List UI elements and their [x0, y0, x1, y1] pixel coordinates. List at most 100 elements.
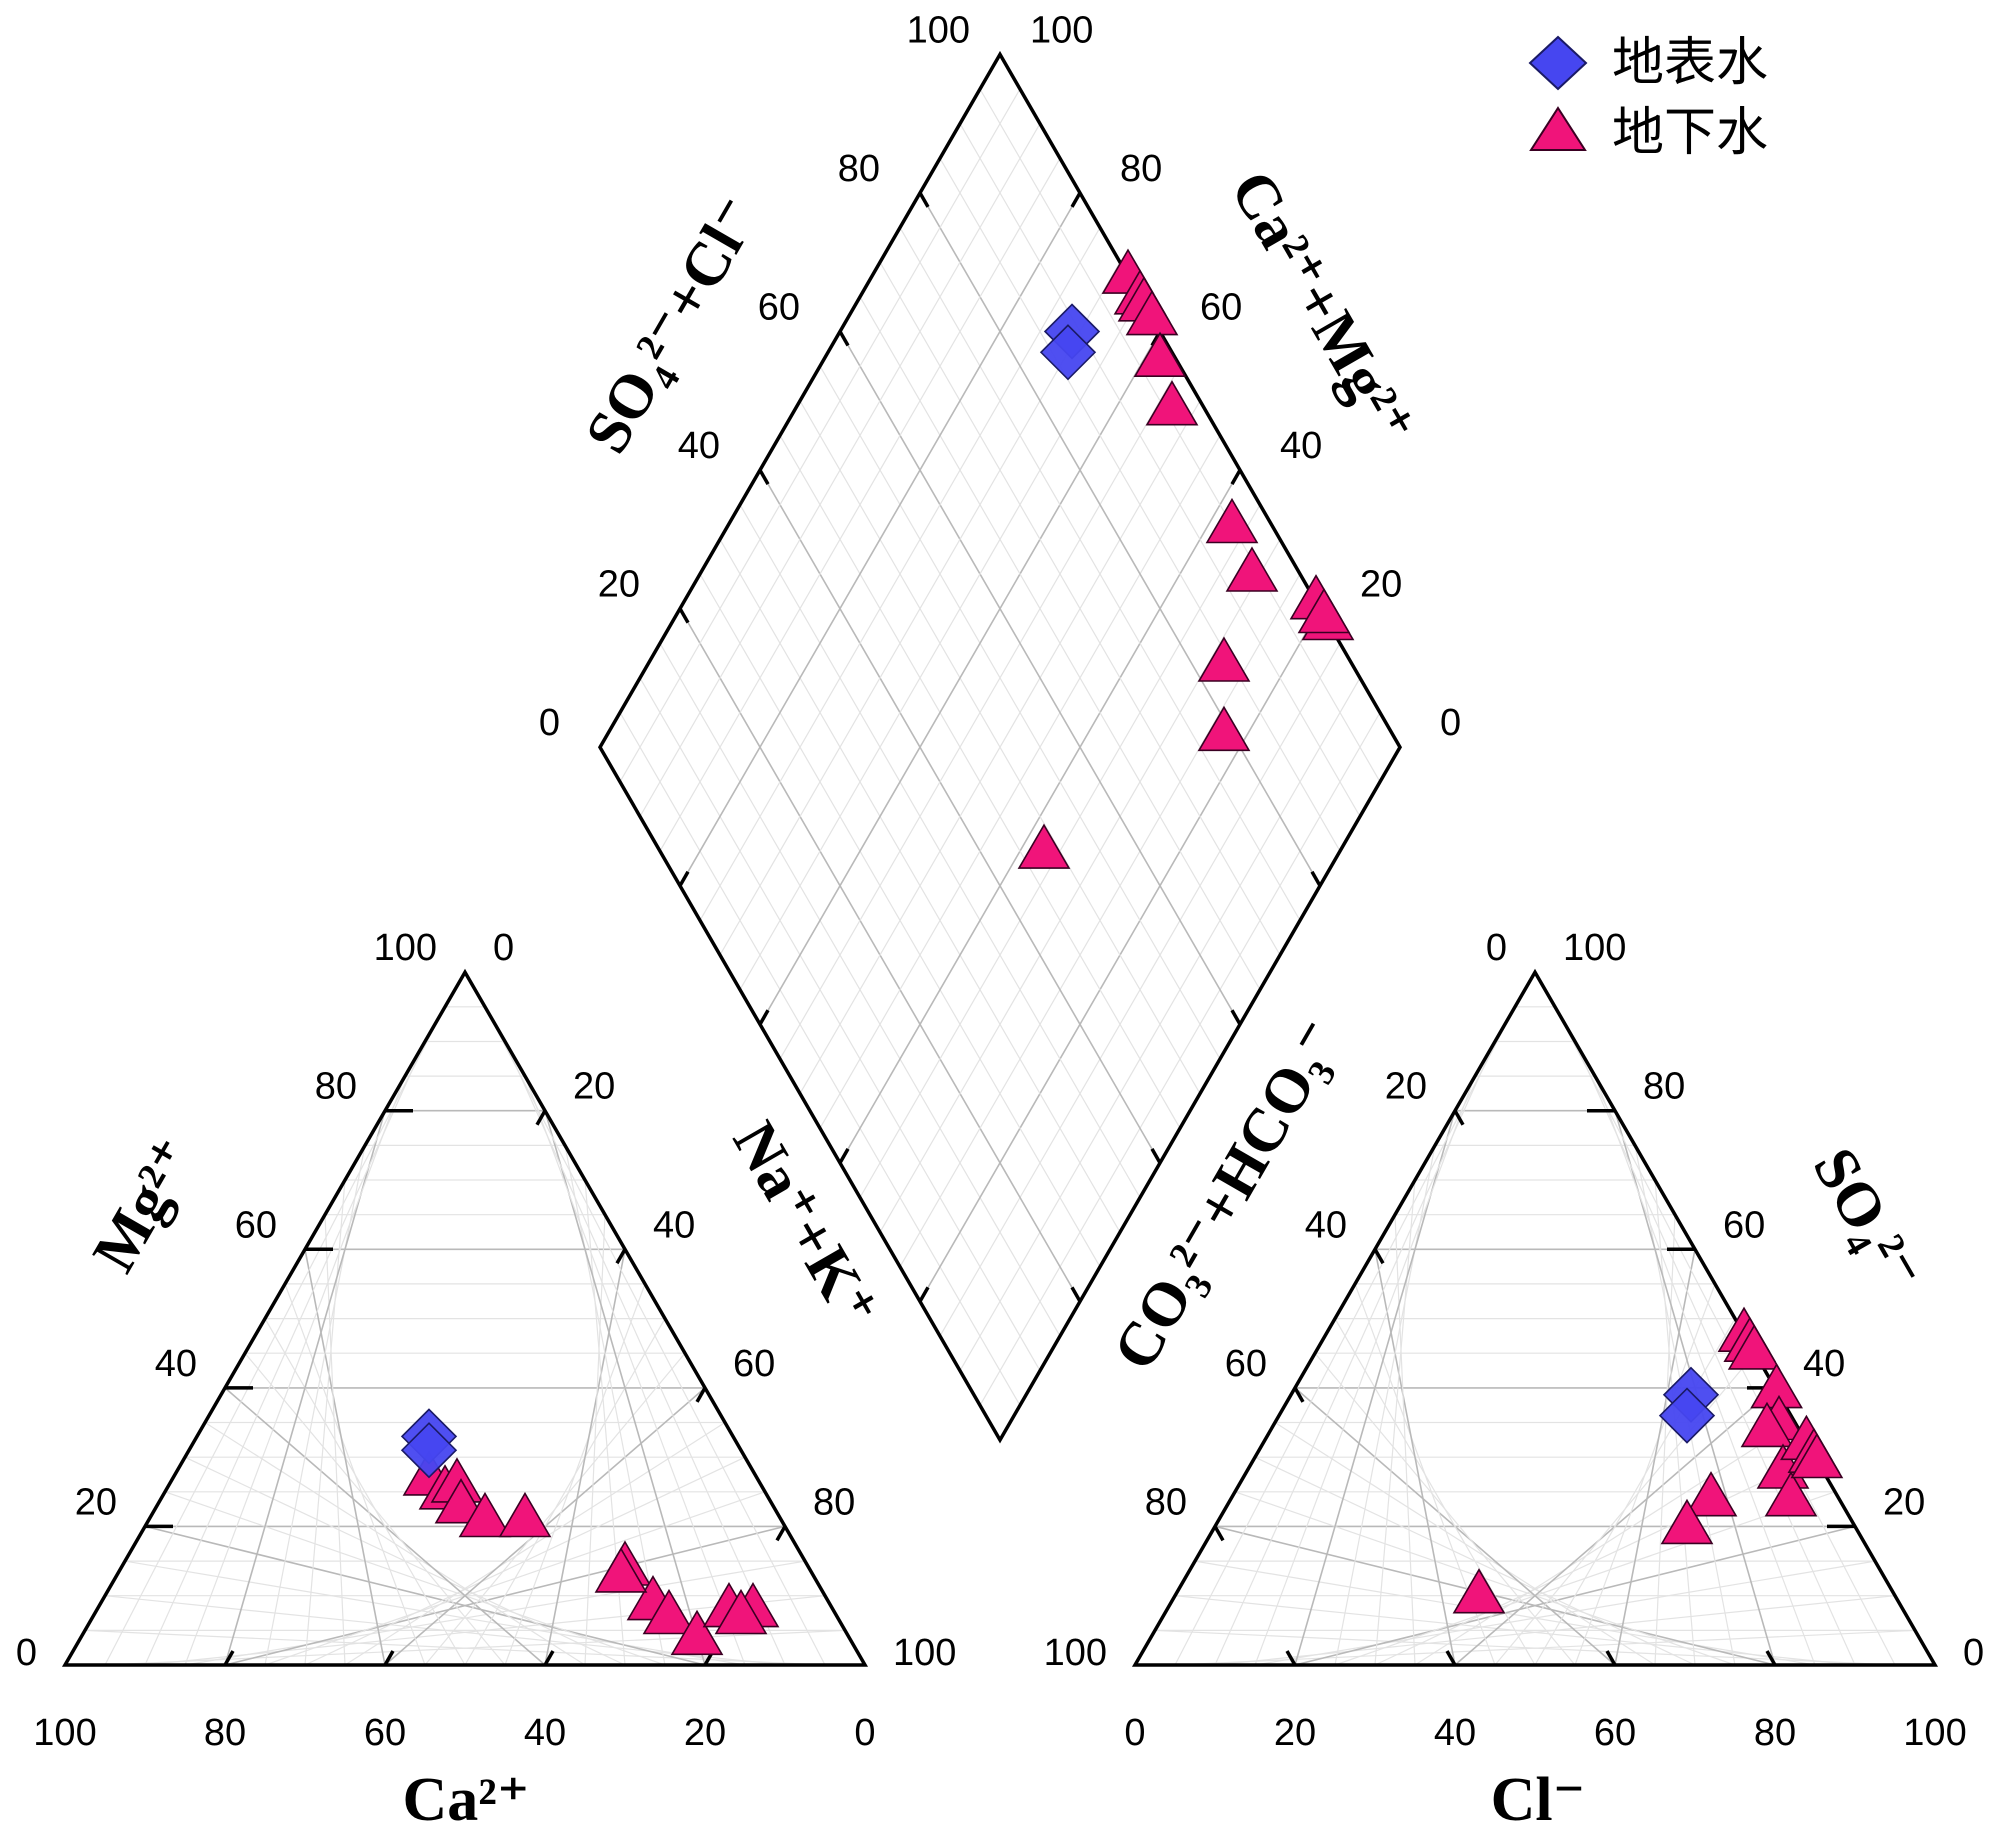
cation-triangle-gridline [144, 1041, 426, 1666]
anion-triangle-frame [1131, 968, 1939, 1667]
diamond-left-tick [678, 607, 690, 624]
diamond-upper-left-axis-title: SO₄²⁻+Cl⁻ [573, 186, 773, 465]
anion-bottom-tick-label: 0 [1124, 1712, 1145, 1754]
anion-triangle-gridline [1334, 1145, 1436, 1666]
anion-left-tick-label: 80 [1145, 1481, 1187, 1523]
legend: 地表水 地下水 [1528, 33, 1768, 163]
cation-bottom-tick-label: 60 [364, 1712, 406, 1754]
legend-diamond-marker [1528, 35, 1588, 91]
diamond-left-tick-label: 40 [678, 425, 720, 467]
diamond-right-tick-label: 80 [1120, 148, 1162, 190]
anion-right-tick-label: 60 [1723, 1204, 1765, 1246]
groundwater-point [1125, 290, 1179, 336]
diamond-gridline [919, 192, 1321, 887]
anion-right-tick-label: 40 [1803, 1343, 1845, 1385]
anion-right-tick-label: 100 [1563, 927, 1626, 969]
anion-bottom-tick [1765, 1650, 1777, 1666]
cation-triangle-gridline [544, 1110, 706, 1666]
diamond-lower-left-tick [838, 1148, 850, 1164]
cation-right-tick-label: 100 [893, 1632, 956, 1674]
anion-right-tick-label: 0 [1963, 1632, 1984, 1674]
anion-triangle-gridline [1214, 1041, 1496, 1666]
diamond-left-tick [838, 330, 850, 347]
diamond-right-tick-label: 20 [1360, 564, 1402, 606]
diamond-gridline [719, 261, 1121, 956]
cation-left-axis-title: Mg²⁺ [80, 1127, 209, 1283]
groundwater-point [1145, 380, 1199, 426]
cation-left-tick-label: 100 [374, 927, 437, 969]
groundwater-point [714, 1588, 768, 1635]
cation-triangle-gridline [304, 1179, 346, 1666]
cation-triangle-gridline [524, 1075, 746, 1666]
groundwater-point [670, 1609, 724, 1656]
diamond-lower-right-tick [1310, 870, 1322, 887]
anion-left-tick [1373, 1248, 1385, 1265]
cation-right-tick [695, 1387, 707, 1403]
anion-triangle-gridline [1254, 1075, 1476, 1666]
legend-label-surface-water: 地表水 [1612, 33, 1768, 93]
legend-triangle-marker [1529, 106, 1587, 151]
legend-label-groundwater: 地下水 [1612, 103, 1768, 163]
anion-right-tick-label: 80 [1643, 1066, 1685, 1108]
anion-right-axis-title: SO₄²⁻ [1800, 1137, 1935, 1303]
diamond-gridline [979, 88, 1381, 783]
cation-right-tick-label: 80 [813, 1481, 855, 1523]
cation-left-tick-label: 40 [155, 1343, 197, 1385]
cation-triangle-gridline [584, 1214, 606, 1666]
diamond-lower-left-tick [918, 1286, 930, 1303]
anion-bottom-axis-title: Cl⁻ [1491, 1766, 1586, 1824]
anion-left-tick-label: 100 [1044, 1632, 1107, 1674]
diamond-left-tick-label: 60 [758, 287, 800, 329]
anion-bottom-tick-label: 40 [1434, 1712, 1476, 1754]
groundwater-point [1660, 1498, 1714, 1545]
anion-triangle-gridline [1374, 1249, 1456, 1666]
cation-right-tick [535, 1109, 547, 1126]
groundwater-point [594, 1547, 648, 1593]
anion-triangle-gridline [1534, 1318, 1736, 1666]
anion-triangle-gridline [1594, 1075, 1816, 1666]
diamond-gridline [639, 123, 1041, 817]
diamond-lower-right-tick [1150, 1148, 1162, 1164]
cation-bottom-tick-label: 20 [684, 1712, 726, 1754]
cation-right-tick [775, 1525, 787, 1542]
diamond-gridline [959, 123, 1361, 817]
anion-triangle-gridline [1614, 1249, 1696, 1666]
diamond-gridline [679, 192, 1081, 887]
groundwater-point [1764, 1471, 1818, 1517]
frame-layer [61, 50, 1939, 1667]
anion-triangle-gridline [1394, 1214, 1416, 1666]
anion-left-tick-label: 60 [1225, 1343, 1267, 1385]
cation-left-tick-label: 0 [16, 1632, 37, 1674]
cation-triangle-gridline [464, 1318, 666, 1666]
anion-right-tick-label: 20 [1883, 1481, 1925, 1523]
diamond-right-tick [1230, 469, 1242, 485]
diamond-left-tick-label: 80 [838, 148, 880, 190]
diamond-gridline [799, 400, 1201, 1094]
diamond-left-tick-label: 20 [598, 564, 640, 606]
groundwater-point [1790, 1432, 1844, 1479]
groundwater-point [1197, 636, 1251, 682]
cation-bottom-tick-label: 0 [854, 1712, 875, 1754]
diamond-frame [597, 50, 1403, 1444]
cation-bottom-axis-title: Ca²⁺ [402, 1766, 529, 1824]
diamond-right-tick-label: 60 [1200, 287, 1242, 329]
cation-right-tick-label: 40 [653, 1204, 695, 1246]
cation-right-tick-label: 0 [493, 927, 514, 969]
cation-triangle-gridline [224, 1110, 386, 1666]
diamond-gridline [939, 157, 1341, 852]
cation-bottom-tick [383, 1650, 395, 1666]
diamond-right-tick-label: 100 [1030, 9, 1093, 51]
anion-triangle-gridline [1554, 1006, 1896, 1666]
cation-right-tick [615, 1248, 627, 1265]
cation-right-axis-title: Na⁺+K⁺ [720, 1111, 891, 1340]
cation-triangle-gridline [564, 1145, 666, 1666]
groundwater-point [1017, 823, 1071, 869]
groundwater-point [1727, 1324, 1781, 1370]
cation-triangle-gridline [324, 1214, 346, 1666]
cation-triangle-gridline [184, 1075, 406, 1666]
anion-bottom-tick [1445, 1650, 1457, 1666]
cation-triangle-gridline [264, 1318, 466, 1666]
anion-triangle-gridline [1654, 1214, 1676, 1666]
groundwater-point [1740, 1401, 1794, 1448]
groundwater-point [458, 1491, 512, 1538]
